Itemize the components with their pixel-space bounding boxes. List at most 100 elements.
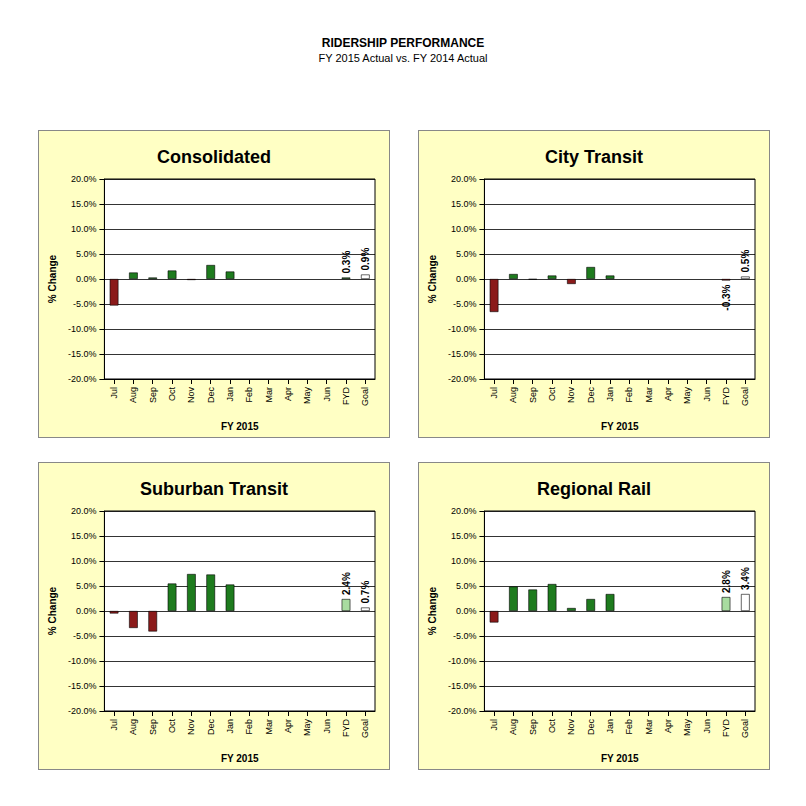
svg-text:Nov: Nov <box>566 719 576 736</box>
svg-text:May: May <box>302 719 312 737</box>
svg-text:City Transit: City Transit <box>545 147 643 167</box>
svg-text:0.3%: 0.3% <box>341 251 352 274</box>
svg-text:15.0%: 15.0% <box>451 531 477 541</box>
svg-text:Feb: Feb <box>244 387 254 403</box>
svg-text:Oct: Oct <box>547 719 557 734</box>
svg-text:Jun: Jun <box>702 719 712 734</box>
svg-text:-5.0%: -5.0% <box>73 299 97 309</box>
svg-text:May: May <box>682 387 692 405</box>
svg-text:Mar: Mar <box>264 387 274 403</box>
svg-text:5.0%: 5.0% <box>456 249 477 259</box>
svg-text:Mar: Mar <box>644 387 654 403</box>
svg-text:% Change: % Change <box>427 254 438 303</box>
svg-text:Goal: Goal <box>740 719 750 738</box>
svg-text:Jan: Jan <box>225 719 235 734</box>
svg-text:Consolidated: Consolidated <box>157 147 271 167</box>
svg-text:-5.0%: -5.0% <box>73 631 97 641</box>
svg-text:Dec: Dec <box>586 719 596 736</box>
svg-text:Apr: Apr <box>283 387 293 401</box>
svg-text:Oct: Oct <box>167 719 177 734</box>
svg-text:FYD: FYD <box>721 718 731 737</box>
svg-text:-5.0%: -5.0% <box>453 631 477 641</box>
svg-text:Jun: Jun <box>322 387 332 402</box>
svg-text:Jan: Jan <box>605 719 615 734</box>
svg-text:Goal: Goal <box>740 387 750 406</box>
svg-text:0.0%: 0.0% <box>456 274 477 284</box>
svg-text:Mar: Mar <box>644 719 654 735</box>
svg-text:-15.0%: -15.0% <box>448 349 477 359</box>
svg-text:-15.0%: -15.0% <box>68 349 97 359</box>
svg-text:Jan: Jan <box>605 387 615 402</box>
svg-text:-10.0%: -10.0% <box>68 324 97 334</box>
svg-text:FY 2015: FY 2015 <box>601 421 639 432</box>
svg-text:Apr: Apr <box>663 387 673 401</box>
svg-text:FYD: FYD <box>721 386 731 405</box>
svg-text:15.0%: 15.0% <box>71 199 97 209</box>
svg-text:-15.0%: -15.0% <box>68 681 97 691</box>
svg-text:-10.0%: -10.0% <box>448 656 477 666</box>
svg-text:FY 2015: FY 2015 <box>221 421 259 432</box>
svg-text:5.0%: 5.0% <box>76 581 97 591</box>
svg-text:Feb: Feb <box>624 387 634 403</box>
svg-text:0.5%: 0.5% <box>740 250 751 273</box>
svg-text:Jul: Jul <box>109 387 119 399</box>
svg-text:% Change: % Change <box>47 254 58 303</box>
svg-text:Sep: Sep <box>528 387 538 403</box>
svg-text:20.0%: 20.0% <box>71 174 97 184</box>
svg-text:Jun: Jun <box>322 719 332 734</box>
svg-text:-5.0%: -5.0% <box>453 299 477 309</box>
svg-text:Oct: Oct <box>547 387 557 402</box>
svg-text:Goal: Goal <box>360 719 370 738</box>
svg-text:May: May <box>682 719 692 737</box>
svg-text:Dec: Dec <box>206 387 216 404</box>
svg-text:FY 2015: FY 2015 <box>221 753 259 764</box>
svg-text:Jul: Jul <box>489 387 499 399</box>
svg-text:Dec: Dec <box>206 719 216 736</box>
svg-text:FY 2015: FY 2015 <box>601 753 639 764</box>
svg-text:-20.0%: -20.0% <box>68 706 97 716</box>
svg-text:-10.0%: -10.0% <box>68 656 97 666</box>
svg-text:Aug: Aug <box>128 719 138 735</box>
svg-text:Regional Rail: Regional Rail <box>537 479 651 499</box>
svg-text:Nov: Nov <box>186 387 196 404</box>
svg-text:0.0%: 0.0% <box>76 606 97 616</box>
svg-text:Nov: Nov <box>566 387 576 404</box>
svg-text:Feb: Feb <box>624 719 634 735</box>
svg-text:10.0%: 10.0% <box>451 556 477 566</box>
svg-text:Aug: Aug <box>508 387 518 403</box>
svg-text:Aug: Aug <box>128 387 138 403</box>
svg-text:20.0%: 20.0% <box>451 506 477 516</box>
svg-text:10.0%: 10.0% <box>71 556 97 566</box>
svg-text:2.8%: 2.8% <box>721 570 732 593</box>
svg-text:-15.0%: -15.0% <box>448 681 477 691</box>
svg-text:-20.0%: -20.0% <box>448 374 477 384</box>
svg-text:Jul: Jul <box>109 719 119 731</box>
svg-text:Sep: Sep <box>528 719 538 735</box>
svg-text:15.0%: 15.0% <box>451 199 477 209</box>
svg-text:-10.0%: -10.0% <box>448 324 477 334</box>
svg-text:3.4%: 3.4% <box>740 567 751 590</box>
svg-text:0.0%: 0.0% <box>456 606 477 616</box>
svg-text:Jan: Jan <box>225 387 235 402</box>
svg-text:20.0%: 20.0% <box>71 506 97 516</box>
svg-text:5.0%: 5.0% <box>76 249 97 259</box>
svg-text:-0.3%: -0.3% <box>721 284 732 310</box>
svg-text:Dec: Dec <box>586 387 596 404</box>
svg-text:0.0%: 0.0% <box>76 274 97 284</box>
svg-text:Oct: Oct <box>167 387 177 402</box>
svg-text:FYD: FYD <box>341 386 351 405</box>
svg-text:2.4%: 2.4% <box>341 572 352 595</box>
svg-text:Sep: Sep <box>148 719 158 735</box>
svg-text:20.0%: 20.0% <box>451 174 477 184</box>
svg-text:5.0%: 5.0% <box>456 581 477 591</box>
svg-text:Apr: Apr <box>283 719 293 733</box>
svg-text:10.0%: 10.0% <box>451 224 477 234</box>
svg-text:Jun: Jun <box>702 387 712 402</box>
svg-text:FYD: FYD <box>341 718 351 737</box>
svg-text:Feb: Feb <box>244 719 254 735</box>
svg-text:Nov: Nov <box>186 719 196 736</box>
svg-text:Mar: Mar <box>264 719 274 735</box>
svg-text:May: May <box>302 387 312 405</box>
svg-text:0.9%: 0.9% <box>360 248 371 271</box>
svg-text:-20.0%: -20.0% <box>68 374 97 384</box>
